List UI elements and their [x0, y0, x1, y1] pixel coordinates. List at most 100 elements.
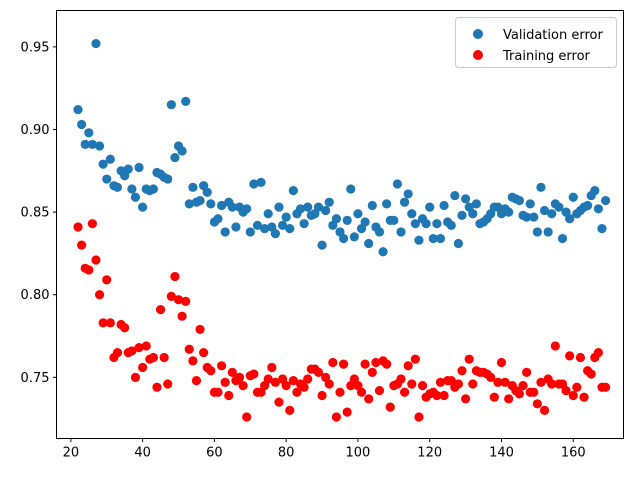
- training-point: [163, 379, 173, 389]
- training-point: [91, 255, 101, 265]
- training-point: [120, 323, 130, 333]
- training-point: [410, 354, 420, 364]
- validation-point: [547, 209, 557, 219]
- validation-point: [263, 209, 273, 219]
- training-point: [102, 275, 112, 285]
- training-point: [514, 389, 525, 399]
- validation-point: [127, 184, 137, 194]
- training-point: [177, 311, 187, 321]
- training-point: [550, 341, 560, 351]
- validation-point: [554, 202, 564, 212]
- training-point: [417, 381, 428, 391]
- training-point: [568, 390, 578, 401]
- validation-point: [84, 128, 94, 138]
- training-point: [486, 372, 496, 382]
- validation-point: [270, 228, 281, 239]
- x-tick-label: 120: [417, 446, 442, 461]
- y-axis: 0.75 0.80 0.85 0.90 0.95: [21, 40, 57, 386]
- x-tick-label: 140: [489, 446, 514, 461]
- training-point: [249, 369, 259, 379]
- training-point: [500, 377, 510, 387]
- validation-point: [170, 152, 180, 163]
- training-point: [364, 394, 374, 404]
- y-tick-label: 0.95: [21, 40, 50, 55]
- validation-point: [532, 227, 542, 237]
- training-point: [242, 412, 252, 422]
- training-point: [435, 377, 446, 387]
- training-point: [539, 405, 550, 416]
- x-tick-label: 80: [278, 446, 295, 461]
- validation-point: [166, 100, 176, 110]
- validation-point: [529, 212, 539, 222]
- validation-point: [378, 247, 388, 257]
- x-tick-label: 60: [206, 446, 223, 461]
- validation-point: [539, 205, 550, 216]
- validation-point: [468, 209, 478, 219]
- validation-point: [367, 200, 377, 211]
- validation-point: [450, 190, 460, 201]
- training-point: [170, 271, 180, 282]
- validation-point: [274, 202, 284, 212]
- training-point: [461, 394, 471, 404]
- training-point: [184, 344, 194, 354]
- validation-point: [94, 141, 105, 151]
- training-point: [155, 305, 166, 315]
- validation-point: [138, 202, 148, 212]
- training-point: [432, 390, 442, 401]
- training-point: [522, 367, 532, 377]
- validation-point: [321, 205, 331, 216]
- training-point: [292, 387, 302, 397]
- validation-point: [583, 200, 593, 211]
- legend-label-validation: Validation error: [503, 28, 603, 43]
- training-point: [317, 390, 327, 401]
- x-tick-label: 20: [63, 446, 80, 461]
- validation-point: [206, 199, 216, 209]
- validation-point: [242, 204, 252, 214]
- validation-point: [342, 215, 352, 225]
- training-point: [579, 392, 589, 402]
- validation-point: [295, 204, 306, 214]
- training-point: [141, 341, 151, 351]
- validation-point: [195, 195, 205, 206]
- validation-point: [105, 154, 115, 164]
- legend-box: [455, 17, 617, 68]
- training-point: [518, 381, 528, 391]
- training-point: [134, 343, 144, 353]
- training-point: [374, 385, 385, 396]
- training-point: [224, 390, 234, 401]
- validation-point: [410, 219, 420, 229]
- validation-point: [73, 105, 83, 115]
- validation-point: [313, 202, 324, 212]
- training-point: [496, 357, 507, 368]
- training-point: [382, 359, 392, 369]
- validation-point: [514, 195, 525, 206]
- validation-point: [213, 214, 223, 224]
- training-point: [267, 362, 277, 373]
- training-point: [335, 387, 345, 397]
- training-point: [206, 366, 216, 376]
- validation-point: [435, 233, 446, 244]
- validation-point: [392, 179, 403, 189]
- validation-point: [568, 192, 578, 202]
- training-point: [199, 347, 209, 358]
- validation-point: [299, 219, 309, 229]
- validation-point: [220, 227, 230, 237]
- training-point: [367, 367, 377, 377]
- validation-error-series: [73, 38, 611, 257]
- validation-point: [91, 38, 101, 49]
- validation-point: [303, 202, 313, 212]
- training-point: [561, 385, 571, 396]
- validation-point: [457, 210, 467, 221]
- training-point: [77, 240, 87, 250]
- validation-point: [288, 186, 298, 196]
- training-point: [130, 372, 141, 382]
- training-point: [87, 219, 97, 229]
- training-point: [159, 352, 169, 363]
- validation-point: [260, 224, 270, 234]
- validation-point: [446, 220, 456, 230]
- training-point: [360, 359, 370, 369]
- training-point: [328, 357, 338, 368]
- training-point: [181, 296, 191, 306]
- validation-point: [543, 227, 553, 237]
- training-point: [227, 367, 237, 377]
